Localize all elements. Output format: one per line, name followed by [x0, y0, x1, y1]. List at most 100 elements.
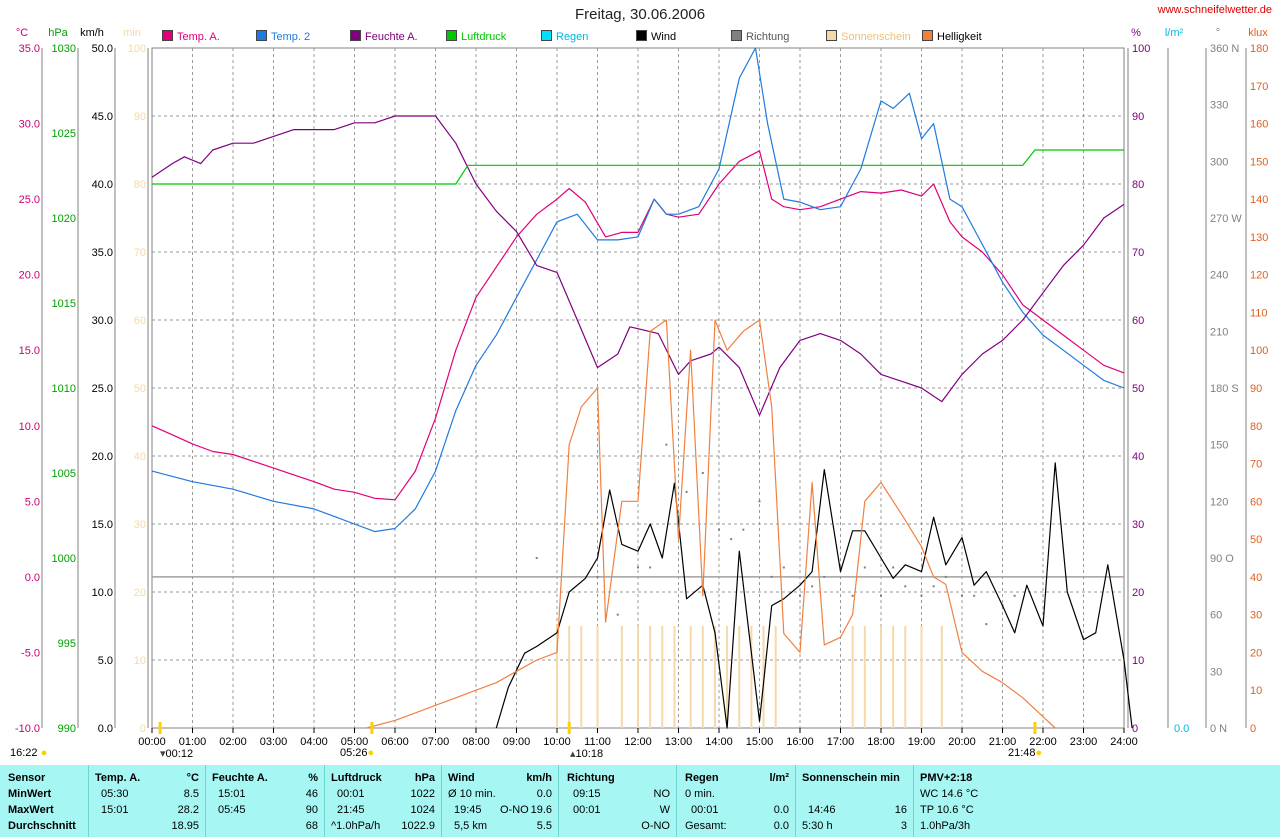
- y-tick-label-sun: 20: [134, 587, 146, 599]
- summary-temp: Temp. A. °C 05:30 8.5 15:01 28.2 18.95: [89, 765, 205, 837]
- x-tick-label: 08:00: [462, 736, 490, 748]
- min-time: 00:01: [337, 788, 365, 800]
- y-tick-label-wind: 40.0: [92, 179, 113, 191]
- wind-run: 5,5 km: [454, 820, 488, 832]
- y-tick-label-press: 1025: [52, 128, 76, 140]
- y-tick-label-press: 1030: [52, 43, 76, 55]
- y-tick-label-wind: 45.0: [92, 111, 113, 123]
- legend-label: Helligkeit: [937, 31, 982, 43]
- y-tick-label-lux: 60: [1250, 496, 1262, 508]
- legend-swatch: [541, 30, 552, 41]
- marker-label: 00:12: [165, 748, 194, 760]
- direction-point: [932, 585, 935, 588]
- direction-point: [811, 585, 814, 588]
- summary-press: Luftdruck hPa 00:01 1022 21:45 1024 ^1.0…: [325, 765, 441, 837]
- x-tick-label: 04:00: [300, 736, 328, 748]
- direction-point: [892, 566, 895, 569]
- x-tick-label: 15:00: [746, 736, 774, 748]
- y-tick-label-lux: 170: [1250, 81, 1268, 93]
- y-tick-label-press: 1005: [52, 468, 76, 480]
- axis-unit-hum: %: [1131, 27, 1141, 39]
- col-header: Temp. A.: [95, 772, 141, 784]
- y-tick-label-hum: 50: [1132, 383, 1144, 395]
- avg-value: 1022.9: [401, 820, 435, 832]
- legend-swatch: [636, 30, 647, 41]
- y-tick-label-lux: 10: [1250, 685, 1262, 697]
- y-tick-label-temp: 30.0: [19, 119, 40, 131]
- x-tick-label: 03:00: [260, 736, 288, 748]
- y-tick-label-sun: 0: [140, 723, 146, 735]
- direction-point: [718, 528, 720, 531]
- y-tick-label-sun: 60: [134, 315, 146, 327]
- y-tick-label-lux: 180: [1250, 43, 1268, 55]
- y-tick-label-temp: 15.0: [19, 345, 40, 357]
- wind-avg-label: Ø 10 min.: [448, 788, 496, 800]
- direction-point: [799, 594, 801, 597]
- y-tick-label-hum: 80: [1132, 179, 1144, 191]
- direction-point: [904, 585, 907, 588]
- y-tick-label-press: 1015: [52, 298, 76, 310]
- y-tick-label-hum: 20: [1132, 587, 1144, 599]
- max-value: 90: [305, 804, 318, 816]
- legend-wind: Wind: [636, 30, 676, 43]
- avg-value: 18.95: [171, 820, 199, 832]
- direction-point: [880, 594, 882, 597]
- direction-point: [637, 566, 639, 569]
- y-tick-label-sun: 100: [128, 43, 146, 55]
- sun-duration: 5:30 h: [802, 820, 833, 832]
- min-time: 05:30: [101, 788, 129, 800]
- y-tick-label-lux: 160: [1250, 119, 1268, 131]
- x-tick-label: 16:00: [786, 736, 814, 748]
- series-line-wind: [495, 462, 1133, 729]
- axis-unit-temp: °C: [16, 27, 28, 39]
- marker-label: 10:18: [575, 748, 604, 760]
- start-time-label: 16:22: [10, 747, 38, 759]
- legend-label: Regen: [556, 31, 589, 43]
- col-unit: km/h: [526, 772, 552, 784]
- moon-down-icon: ▾: [160, 748, 166, 760]
- y-tick-label-rain: 0.0: [1174, 723, 1189, 735]
- y-tick-label-lux: 20: [1250, 647, 1262, 659]
- y-tick-label-lux: 30: [1250, 610, 1262, 622]
- y-tick-label-sun: 90: [134, 111, 146, 123]
- direction-point: [973, 594, 976, 597]
- col-header: Sonnenschein min: [802, 772, 900, 784]
- direction-point: [839, 566, 842, 569]
- col-header: Richtung: [567, 772, 615, 784]
- col-header: Wind: [448, 772, 475, 784]
- divider: [441, 765, 442, 837]
- y-tick-label-lux: 50: [1250, 534, 1262, 546]
- y-tick-label-lux: 150: [1250, 156, 1268, 168]
- y-tick-label-wind: 5.0: [98, 655, 113, 667]
- min-value: NO: [653, 788, 671, 800]
- summary-panel: Sensor MinWert MaxWert Durchschnitt Temp…: [0, 765, 1280, 837]
- divider: [795, 765, 796, 837]
- max-direction: O-NO: [500, 804, 529, 816]
- col-unit: °C: [186, 772, 199, 784]
- summary-wind: Wind km/h Ø 10 min. 0.0 19:45 O-NO 19.6 …: [442, 765, 558, 837]
- min-value: 46: [305, 788, 318, 800]
- y-tick-label-lux: 130: [1250, 232, 1268, 244]
- x-tick-label: 14:00: [705, 736, 733, 748]
- direction-point: [985, 623, 988, 626]
- x-tick-label: 01:00: [179, 736, 207, 748]
- x-tick-label: 23:00: [1070, 736, 1098, 748]
- legend-swatch: [826, 30, 837, 41]
- min-value: 8.5: [183, 788, 199, 800]
- y-tick-label-dir: 210: [1210, 326, 1228, 338]
- min-value: 1022: [410, 788, 435, 800]
- x-tick-label: 12:00: [624, 736, 652, 748]
- trend-value: ^1.0hPa/h: [331, 820, 381, 832]
- y-tick-label-wind: 10.0: [92, 587, 113, 599]
- y-tick-label-lux: 40: [1250, 572, 1262, 584]
- site-url[interactable]: www.schneifelwetter.de: [1157, 4, 1272, 16]
- wind-avg-value: 0.0: [536, 788, 552, 800]
- max-value: 1024: [410, 804, 435, 816]
- y-tick-label-temp: 35.0: [19, 43, 40, 55]
- total-value: 0.0: [773, 820, 789, 832]
- y-tick-label-wind: 25.0: [92, 383, 113, 395]
- legend-feuchte: Feuchte A.: [350, 30, 418, 43]
- weather-chart: 00:00 01:00 02:00 03:00 04:00 05:00 06:00 07:00…: [15, 27, 1268, 748]
- y-tick-label-lux: 120: [1250, 270, 1268, 282]
- y-tick-label-lux: 140: [1250, 194, 1268, 206]
